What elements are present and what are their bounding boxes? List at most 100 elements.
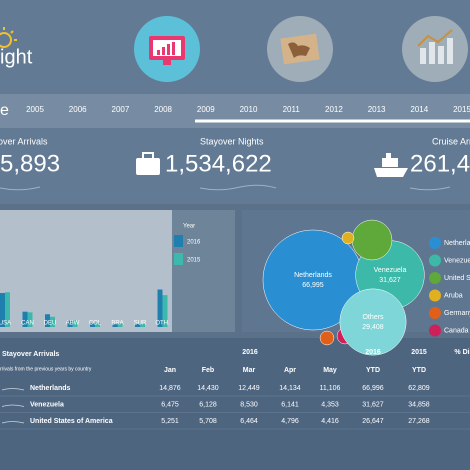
x-tick-label: USA bbox=[0, 321, 11, 327]
cell: 6,475 bbox=[161, 401, 179, 408]
bar bbox=[45, 314, 50, 327]
cell: 5,251 bbox=[161, 418, 179, 425]
x-tick-label: DEU bbox=[44, 321, 57, 327]
sparkline bbox=[409, 186, 451, 191]
bar bbox=[5, 292, 10, 327]
cell: 62,809 bbox=[408, 385, 430, 392]
year-label[interactable]: 2011 bbox=[283, 105, 301, 114]
legend-label: 2016 bbox=[187, 240, 201, 246]
column-header: Mar bbox=[243, 367, 256, 374]
kpi-value: 261,4 bbox=[410, 150, 470, 177]
bar bbox=[72, 319, 78, 327]
bar bbox=[112, 323, 118, 327]
column-header: Feb bbox=[202, 367, 214, 374]
bar bbox=[95, 322, 100, 327]
cell: 6,141 bbox=[281, 401, 299, 408]
x-tick-label: OTH. bbox=[155, 321, 170, 327]
sparkline bbox=[1, 404, 25, 407]
cell: 11,106 bbox=[320, 385, 341, 392]
legend-label: United States of America bbox=[444, 275, 470, 282]
year-label[interactable]: 2015 bbox=[453, 105, 470, 114]
nav-icon[interactable] bbox=[267, 16, 333, 82]
group-header: 2016 bbox=[365, 349, 381, 356]
legend-dot bbox=[429, 324, 441, 337]
group-header: 2016 bbox=[242, 349, 258, 356]
top-bar bbox=[0, 0, 470, 94]
kpi-label: Cruise Arrivals bbox=[432, 136, 470, 146]
nav-icon[interactable] bbox=[134, 16, 200, 82]
legend-label: 2015 bbox=[187, 258, 201, 264]
x-tick-label: BRA bbox=[111, 321, 123, 327]
bubble-name: Venezuela bbox=[374, 267, 407, 274]
cell: 34,858 bbox=[408, 401, 430, 408]
legend-title: Year bbox=[183, 224, 195, 230]
legend-dot bbox=[429, 289, 441, 302]
cell: 4,796 bbox=[281, 418, 299, 425]
legend-label: Aruba bbox=[444, 292, 463, 299]
year-label[interactable]: 2010 bbox=[240, 105, 258, 114]
bubble[interactable] bbox=[339, 288, 407, 356]
bar bbox=[140, 323, 145, 327]
row-name: United States of America bbox=[30, 418, 113, 425]
legend-swatch bbox=[174, 235, 183, 247]
year-label[interactable]: 2009 bbox=[197, 105, 215, 114]
bar bbox=[117, 323, 123, 327]
year-label[interactable]: 2008 bbox=[154, 105, 172, 114]
table-title: Stayover Arrivals bbox=[2, 351, 59, 358]
year-label[interactable]: 2007 bbox=[112, 105, 130, 114]
bubble-name: Others bbox=[362, 314, 384, 321]
year-label[interactable]: 2012 bbox=[325, 105, 343, 114]
bubble-name: Netherlands bbox=[294, 272, 332, 279]
table-panel bbox=[0, 338, 470, 470]
sparkline bbox=[199, 184, 277, 191]
nav-icon[interactable] bbox=[402, 16, 468, 82]
bubble[interactable] bbox=[319, 330, 335, 346]
cell: 14,134 bbox=[279, 385, 301, 392]
sun-icon bbox=[0, 27, 17, 48]
legend-swatch bbox=[174, 253, 183, 265]
bar bbox=[157, 289, 163, 327]
column-header: Jan bbox=[164, 367, 176, 374]
year-label[interactable]: 2006 bbox=[69, 105, 87, 114]
group-header: 2015 bbox=[411, 349, 427, 356]
legend-dot bbox=[429, 254, 441, 267]
legend-label: Venezuela bbox=[444, 257, 470, 264]
bar bbox=[135, 323, 140, 327]
legend-label: Germany bbox=[444, 310, 470, 317]
cell: 12,449 bbox=[238, 385, 260, 392]
year-label[interactable]: 2014 bbox=[410, 105, 428, 114]
year-label[interactable]: 2013 bbox=[368, 105, 386, 114]
cell: 27,268 bbox=[408, 418, 430, 425]
cell: 6,128 bbox=[199, 401, 217, 408]
kpi-value: 5,893 bbox=[0, 150, 60, 177]
column-header: Apr bbox=[284, 367, 296, 374]
bar bbox=[50, 316, 55, 327]
sparkline bbox=[0, 186, 41, 191]
cell: 5,708 bbox=[199, 418, 217, 425]
bubble[interactable] bbox=[341, 231, 355, 245]
x-tick-label: ABW bbox=[66, 321, 80, 327]
x-tick-label: CAN bbox=[21, 321, 34, 327]
cell: 4,353 bbox=[321, 401, 339, 408]
cell: 6,464 bbox=[240, 418, 258, 425]
column-header: YTD bbox=[366, 367, 380, 374]
sparkline bbox=[1, 388, 25, 391]
bar bbox=[67, 320, 73, 327]
legend-dot bbox=[429, 307, 441, 319]
year-label[interactable]: 2005 bbox=[26, 105, 44, 114]
kpi-label: Stayover Nights bbox=[200, 136, 264, 146]
cell: 14,876 bbox=[159, 385, 181, 392]
kpi-value: 1,534,622 bbox=[165, 150, 272, 177]
bubble[interactable] bbox=[351, 219, 393, 261]
group-header: % Di bbox=[454, 349, 469, 356]
legend-dot bbox=[429, 237, 441, 249]
app-title: ight bbox=[0, 46, 33, 68]
cell: 14,430 bbox=[197, 385, 219, 392]
bar bbox=[90, 323, 95, 327]
cell: 4,416 bbox=[321, 418, 339, 425]
cell: 31,627 bbox=[362, 401, 384, 408]
bar bbox=[27, 312, 33, 327]
column-header: YTD bbox=[412, 367, 426, 374]
